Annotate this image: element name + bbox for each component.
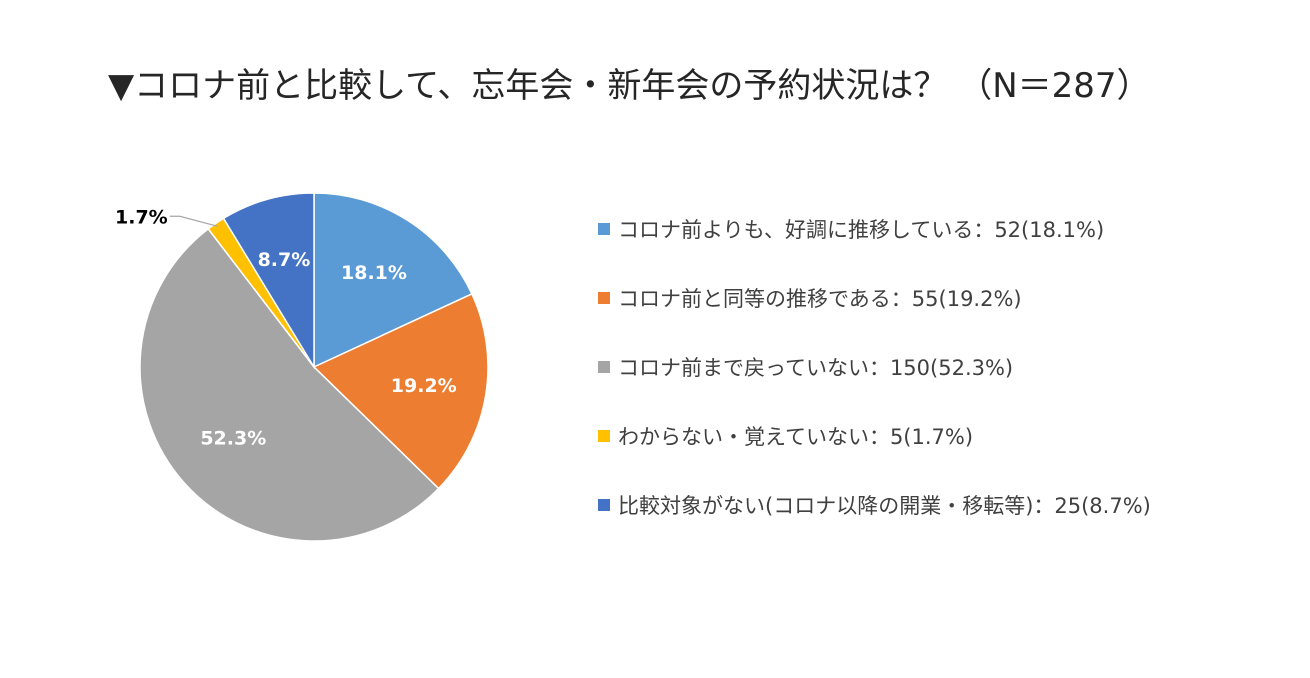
legend-swatch-3 xyxy=(598,361,610,373)
pie-slices xyxy=(139,192,489,542)
pie-data-label-2: 19.2% xyxy=(391,375,457,397)
legend-label-5: 比較対象がない(コロナ以降の開業・移転等)：25(8.7%) xyxy=(618,494,1151,518)
pie-data-label-5: 8.7% xyxy=(258,249,311,271)
legend-label-3: コロナ前まで戻っていない：150(52.3%) xyxy=(618,356,1014,380)
legend-item-5: 比較対象がない(コロナ以降の開業・移転等)：25(8.7%) xyxy=(598,488,1151,522)
pie-slice-1 xyxy=(313,192,473,369)
legend-swatch-2 xyxy=(598,292,610,304)
pie-data-label-4: 1.7% xyxy=(115,206,168,228)
legend-item-3: コロナ前まで戻っていない：150(52.3%) xyxy=(598,350,1151,384)
pie-data-label-1: 18.1% xyxy=(341,262,407,284)
pie-slice-2 xyxy=(312,292,489,490)
legend-item-1: コロナ前よりも、好調に推移している：52(18.1%) xyxy=(598,212,1151,246)
legend: コロナ前よりも、好調に推移している：52(18.1%) コロナ前と同等の推移である… xyxy=(598,212,1151,557)
legend-swatch-4 xyxy=(598,430,610,442)
pie-slice-3 xyxy=(139,227,440,542)
pie-leader-lines xyxy=(169,215,218,227)
legend-swatch-5 xyxy=(598,499,610,511)
legend-label-2: コロナ前と同等の推移である：55(19.2%) xyxy=(618,287,1022,311)
pie-data-labels: 18.1% 19.2% 52.3% 1.7% 8.7% xyxy=(115,206,457,449)
pie-slice-5 xyxy=(222,192,315,370)
legend-item-4: わからない・覚えていない：5(1.7%) xyxy=(598,419,1151,453)
legend-swatch-1 xyxy=(598,223,610,235)
legend-item-2: コロナ前と同等の推移である：55(19.2%) xyxy=(598,281,1151,315)
legend-label-4: わからない・覚えていない：5(1.7%) xyxy=(618,425,974,449)
legend-label-1: コロナ前よりも、好調に推移している：52(18.1%) xyxy=(618,218,1105,242)
pie-leader-line-4 xyxy=(169,215,218,227)
pie-data-label-3: 52.3% xyxy=(200,428,266,450)
chart-title: ▼コロナ前と比較して、忘年会・新年会の予約状況は？ （N＝287） xyxy=(108,66,1151,106)
